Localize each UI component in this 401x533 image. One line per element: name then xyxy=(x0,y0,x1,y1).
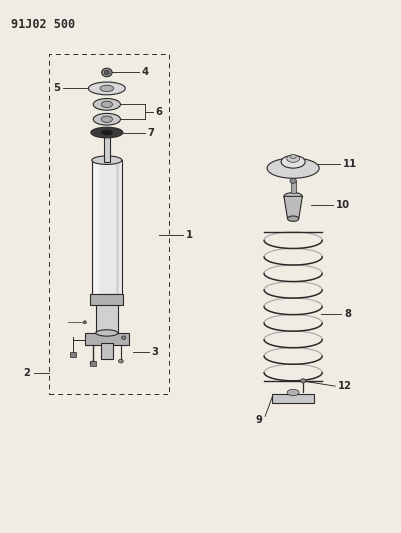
Ellipse shape xyxy=(101,130,113,135)
Ellipse shape xyxy=(118,359,123,363)
Text: 2: 2 xyxy=(23,368,30,378)
Text: 8: 8 xyxy=(343,309,350,319)
Ellipse shape xyxy=(93,99,120,110)
Ellipse shape xyxy=(95,330,117,336)
Bar xyxy=(90,361,95,367)
Ellipse shape xyxy=(104,70,109,75)
Ellipse shape xyxy=(286,155,299,163)
Bar xyxy=(116,165,119,294)
Ellipse shape xyxy=(91,156,122,165)
Bar xyxy=(290,181,295,192)
Bar xyxy=(69,352,76,357)
Text: 10: 10 xyxy=(335,200,349,211)
Text: 5: 5 xyxy=(53,83,60,93)
Ellipse shape xyxy=(91,127,123,138)
Ellipse shape xyxy=(93,114,120,125)
Ellipse shape xyxy=(289,179,296,183)
Ellipse shape xyxy=(286,389,298,395)
Bar xyxy=(90,294,123,305)
Text: 3: 3 xyxy=(151,346,158,357)
Ellipse shape xyxy=(101,68,112,77)
Ellipse shape xyxy=(289,155,296,159)
Ellipse shape xyxy=(101,101,112,108)
Ellipse shape xyxy=(90,361,95,366)
Text: 4: 4 xyxy=(142,68,148,77)
Bar xyxy=(85,334,129,345)
Ellipse shape xyxy=(101,116,112,123)
Ellipse shape xyxy=(266,158,318,178)
Text: 11: 11 xyxy=(342,159,356,169)
Ellipse shape xyxy=(100,85,113,92)
Ellipse shape xyxy=(280,156,304,168)
Ellipse shape xyxy=(283,192,302,200)
Bar xyxy=(271,393,313,403)
Text: 1: 1 xyxy=(185,230,192,240)
Ellipse shape xyxy=(122,336,126,340)
Text: 7: 7 xyxy=(147,127,154,138)
Ellipse shape xyxy=(287,216,298,221)
Bar xyxy=(95,294,117,333)
Bar xyxy=(104,133,109,162)
Text: 9: 9 xyxy=(254,415,261,425)
Text: 12: 12 xyxy=(337,381,351,391)
Bar xyxy=(91,160,122,298)
Bar xyxy=(93,165,99,294)
Bar xyxy=(101,343,113,359)
Polygon shape xyxy=(283,196,302,219)
Text: 91J02 500: 91J02 500 xyxy=(11,18,75,31)
Ellipse shape xyxy=(300,378,305,383)
Ellipse shape xyxy=(88,82,125,95)
Text: 6: 6 xyxy=(155,107,162,117)
Ellipse shape xyxy=(83,321,86,324)
